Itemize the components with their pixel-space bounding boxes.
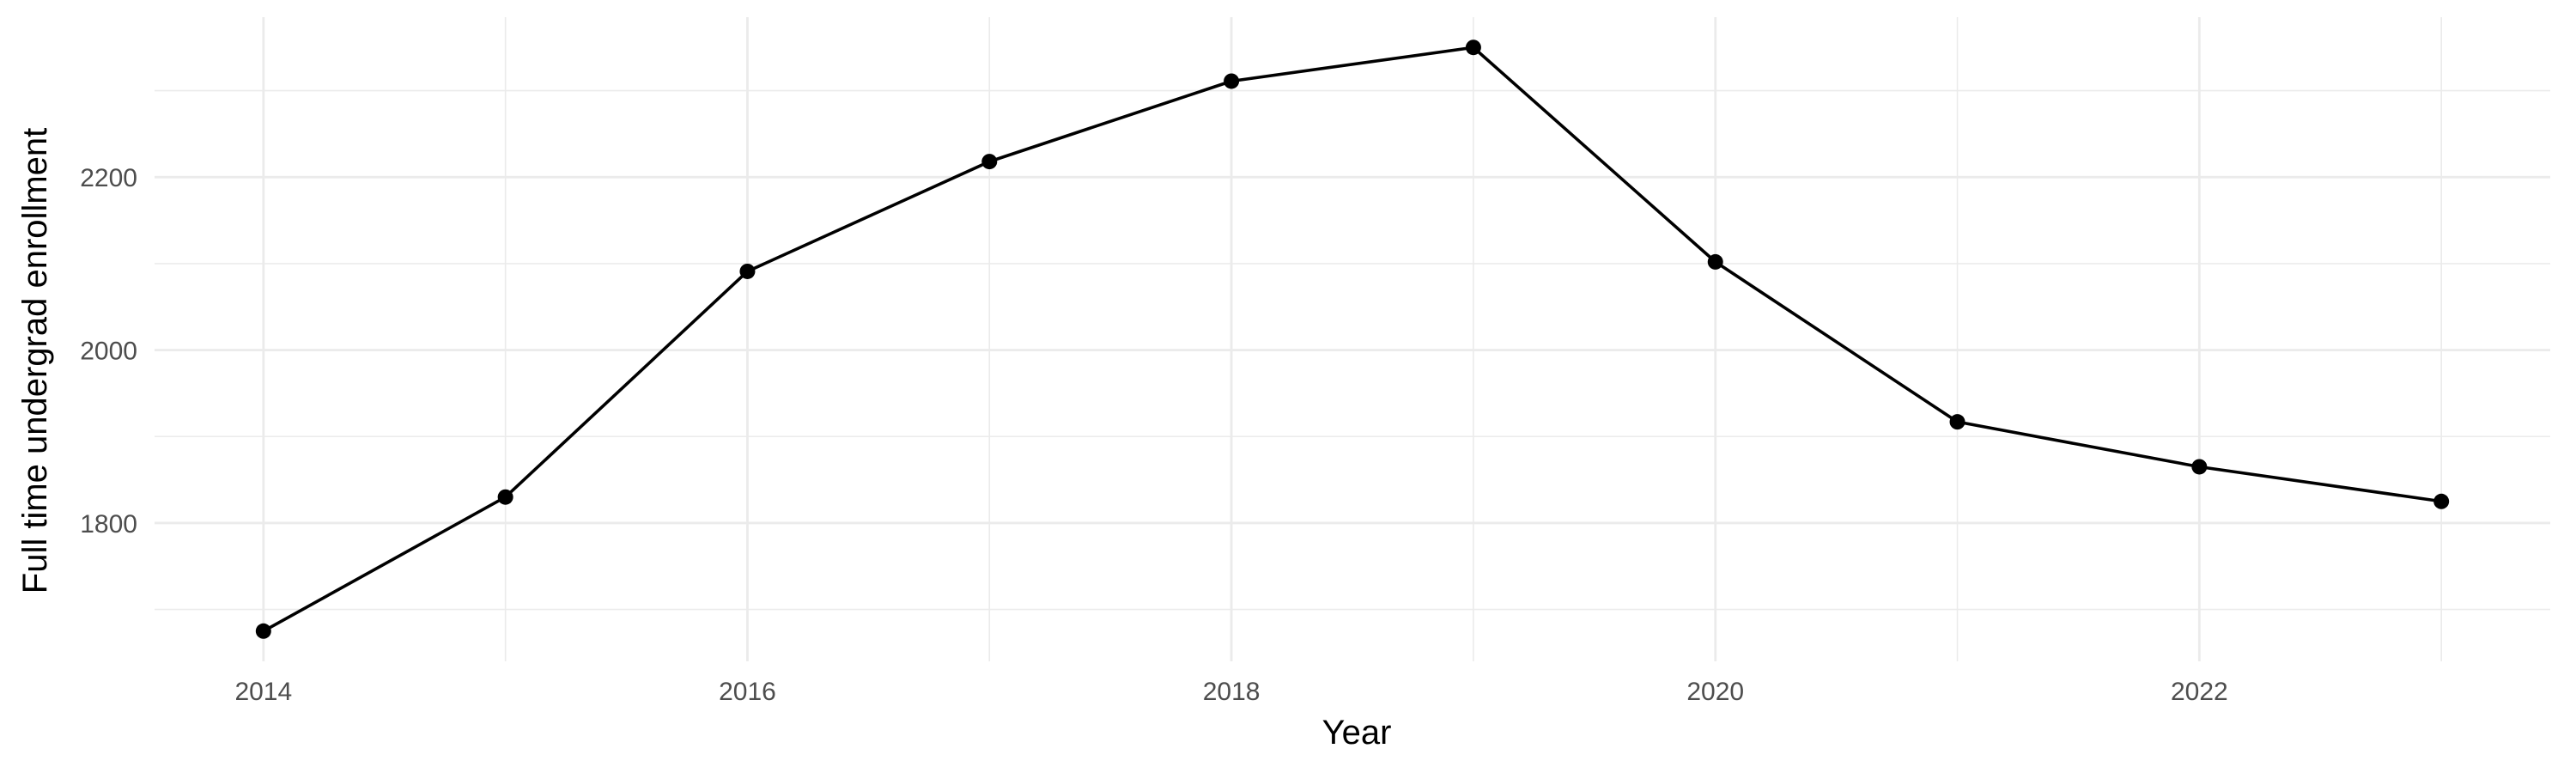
y-tick-label: 1800 <box>80 510 137 539</box>
x-tick-label: 2022 <box>2171 678 2228 706</box>
data-point <box>1949 414 1965 430</box>
data-point <box>981 154 998 170</box>
y-axis-ticks: 1800 2000 2200 <box>80 164 137 539</box>
data-point <box>255 623 271 639</box>
x-tick-label: 2018 <box>1203 678 1261 706</box>
x-axis-ticks: 2014 2016 2018 2020 2022 <box>234 678 2227 706</box>
x-tick-label: 2020 <box>1686 678 1744 706</box>
y-tick-label: 2000 <box>80 338 137 366</box>
series-layer <box>255 40 2450 639</box>
series-line <box>262 46 2442 633</box>
x-tick-label: 2014 <box>234 678 292 706</box>
grid <box>155 17 2550 661</box>
y-tick-label: 2200 <box>80 164 137 192</box>
data-point <box>1465 40 1481 56</box>
data-point <box>497 489 513 505</box>
data-point <box>1707 253 1723 270</box>
data-point <box>1224 73 1240 89</box>
data-point <box>2433 493 2450 509</box>
x-tick-label: 2016 <box>719 678 776 706</box>
y-axis-title: Full time undergrad enrollment <box>16 128 54 593</box>
x-axis-title: Year <box>1322 714 1392 752</box>
data-point <box>2191 459 2208 475</box>
data-point <box>739 263 756 279</box>
